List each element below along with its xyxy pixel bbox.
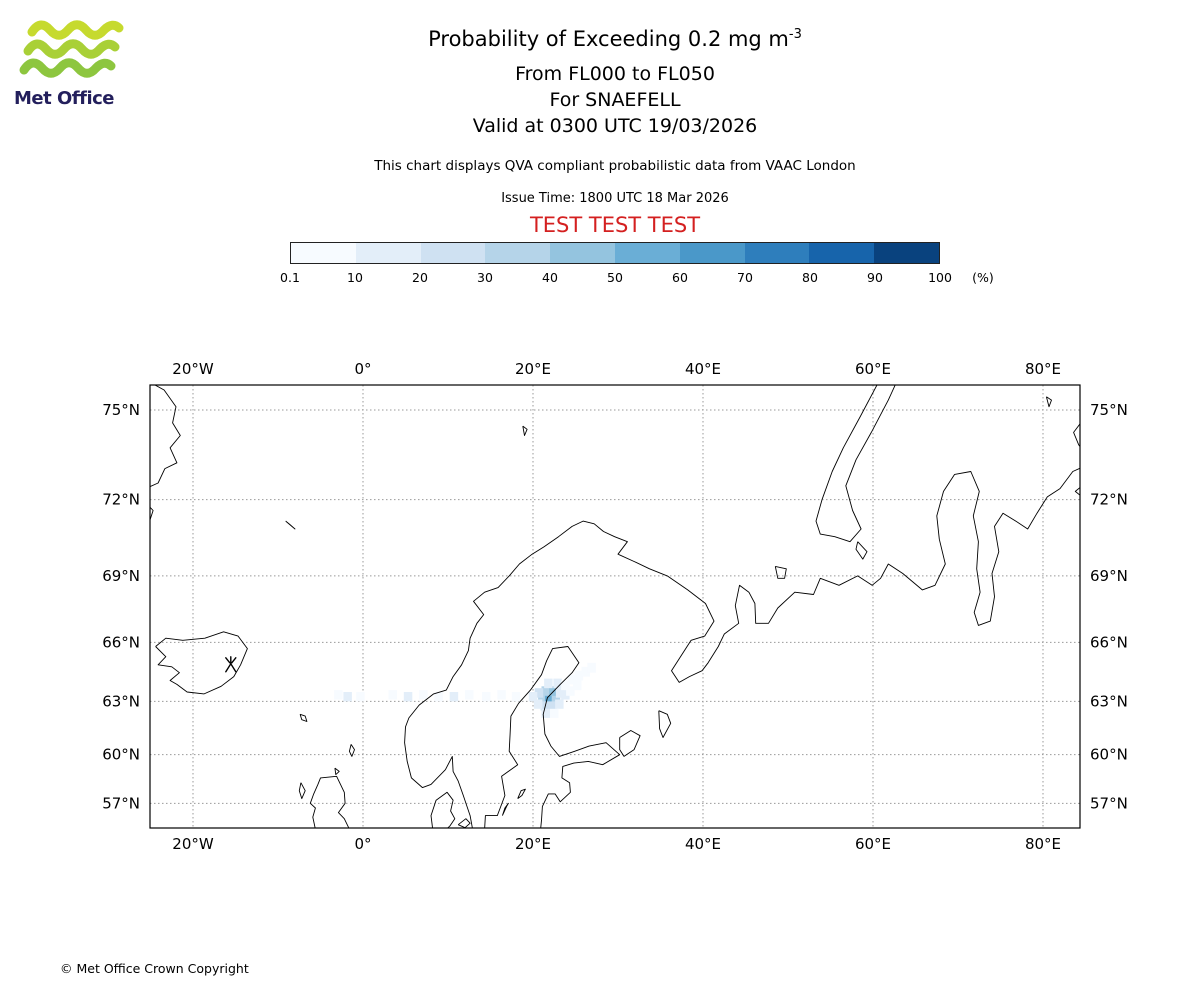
subtitle-valid-time: Valid at 0300 UTC 19/03/2026 bbox=[472, 115, 758, 137]
colorbar-tick-label: 40 bbox=[542, 270, 558, 285]
lon-tick-label-bottom: 80°E bbox=[1025, 835, 1061, 853]
lat-tick-label-right: 63°N bbox=[1090, 692, 1128, 710]
ash-probability-layer bbox=[334, 662, 596, 718]
lon-tick-label-bottom: 0° bbox=[354, 835, 371, 853]
colorbar-tick-label: 60 bbox=[672, 270, 688, 285]
lat-tick-label-left: 72°N bbox=[102, 491, 140, 509]
lon-tick-label-top: 20°E bbox=[515, 360, 551, 378]
colorbar-segment bbox=[809, 243, 875, 263]
chart-title-text: Probability of Exceeding 0.2 mg m bbox=[428, 27, 789, 51]
qva-description: This chart displays QVA compliant probab… bbox=[374, 158, 856, 174]
chart-title-superscript: -3 bbox=[788, 27, 802, 42]
colorbar-tick-label: 90 bbox=[867, 270, 883, 285]
lat-tick-label-right: 57°N bbox=[1090, 794, 1128, 812]
colorbar-unit-label: (%) bbox=[972, 270, 994, 285]
lat-tick-label-left: 69°N bbox=[102, 567, 140, 585]
chart-title: Probability of Exceeding 0.2 mg m-3 bbox=[15, 27, 1200, 51]
lon-tick-label-top: 40°E bbox=[685, 360, 721, 378]
lon-tick-label-bottom: 60°E bbox=[855, 835, 891, 853]
colorbar-segment bbox=[420, 243, 486, 263]
colorbar-segment bbox=[744, 243, 810, 263]
lat-tick-label-left: 75°N bbox=[102, 401, 140, 419]
colorbar-tick-label: 20 bbox=[412, 270, 428, 285]
lat-tick-label-right: 69°N bbox=[1090, 567, 1128, 585]
lat-tick-label-right: 60°N bbox=[1090, 746, 1128, 764]
colorbar-tick-label: 0.1 bbox=[280, 270, 300, 285]
logo-brand-text: Met Office bbox=[14, 88, 115, 109]
lon-tick-label-top: 20°W bbox=[172, 360, 214, 378]
lat-tick-label-left: 57°N bbox=[102, 794, 140, 812]
map-frame bbox=[149, 384, 1081, 829]
colorbar-tick-label: 30 bbox=[477, 270, 493, 285]
lat-tick-label-right: 72°N bbox=[1090, 491, 1128, 509]
subtitle-flight-levels: From FL000 to FL050 bbox=[515, 63, 715, 85]
colorbar-tick-label: 50 bbox=[607, 270, 623, 285]
lon-tick-label-top: 0° bbox=[354, 360, 371, 378]
colorbar-segment bbox=[355, 243, 421, 263]
met-office-logo bbox=[19, 20, 124, 78]
lon-tick-label-bottom: 20°E bbox=[515, 835, 551, 853]
lon-tick-label-top: 60°E bbox=[855, 360, 891, 378]
axis-labels: 20°W 20°W 0° 0° 20°E 20°E 40°E 40°E 60°E 60°E 80°E… bbox=[102, 360, 1128, 853]
logo-wave bbox=[19, 58, 116, 78]
lat-tick-label-left: 60°N bbox=[102, 746, 140, 764]
colorbar-tick-label: 10 bbox=[347, 270, 363, 285]
lat-tick-label-left: 63°N bbox=[102, 692, 140, 710]
copyright-text: © Met Office Crown Copyright bbox=[60, 961, 249, 976]
lon-tick-label-top: 80°E bbox=[1025, 360, 1061, 378]
colorbar: 0.1 10 20 30 40 50 60 70 80 90 100 (%) bbox=[280, 242, 994, 302]
lat-tick-label-right: 66°N bbox=[1090, 633, 1128, 651]
lat-tick-label-left: 66°N bbox=[102, 633, 140, 651]
logo-wave bbox=[27, 20, 124, 40]
colorbar-segment bbox=[874, 243, 939, 263]
lon-tick-label-bottom: 40°E bbox=[685, 835, 721, 853]
colorbar-segment bbox=[485, 243, 551, 263]
colorbar-segment bbox=[291, 243, 356, 263]
colorbar-segment bbox=[614, 243, 680, 263]
logo-wave bbox=[23, 39, 120, 59]
subtitle-volcano-name: For SNAEFELL bbox=[549, 89, 681, 111]
colorbar-segment bbox=[679, 243, 745, 263]
lon-tick-label-bottom: 20°W bbox=[172, 835, 214, 853]
coastline-layer bbox=[150, 385, 1080, 828]
map-panel: 20°W 20°W 0° 0° 20°E 20°E 40°E 40°E 60°E 60°E 80°E… bbox=[102, 360, 1128, 853]
colorbar-segments bbox=[290, 242, 940, 264]
issue-time: Issue Time: 1800 UTC 18 Mar 2026 bbox=[501, 191, 729, 206]
colorbar-tick-label: 80 bbox=[802, 270, 818, 285]
colorbar-tick-label: 100 bbox=[928, 270, 952, 285]
grid-layer bbox=[150, 385, 1080, 828]
test-banner: TEST TEST TEST bbox=[529, 213, 701, 237]
colorbar-segment bbox=[550, 243, 615, 263]
colorbar-tick-label: 70 bbox=[737, 270, 753, 285]
lat-tick-label-right: 75°N bbox=[1090, 401, 1128, 419]
volcano-marker bbox=[225, 656, 237, 673]
